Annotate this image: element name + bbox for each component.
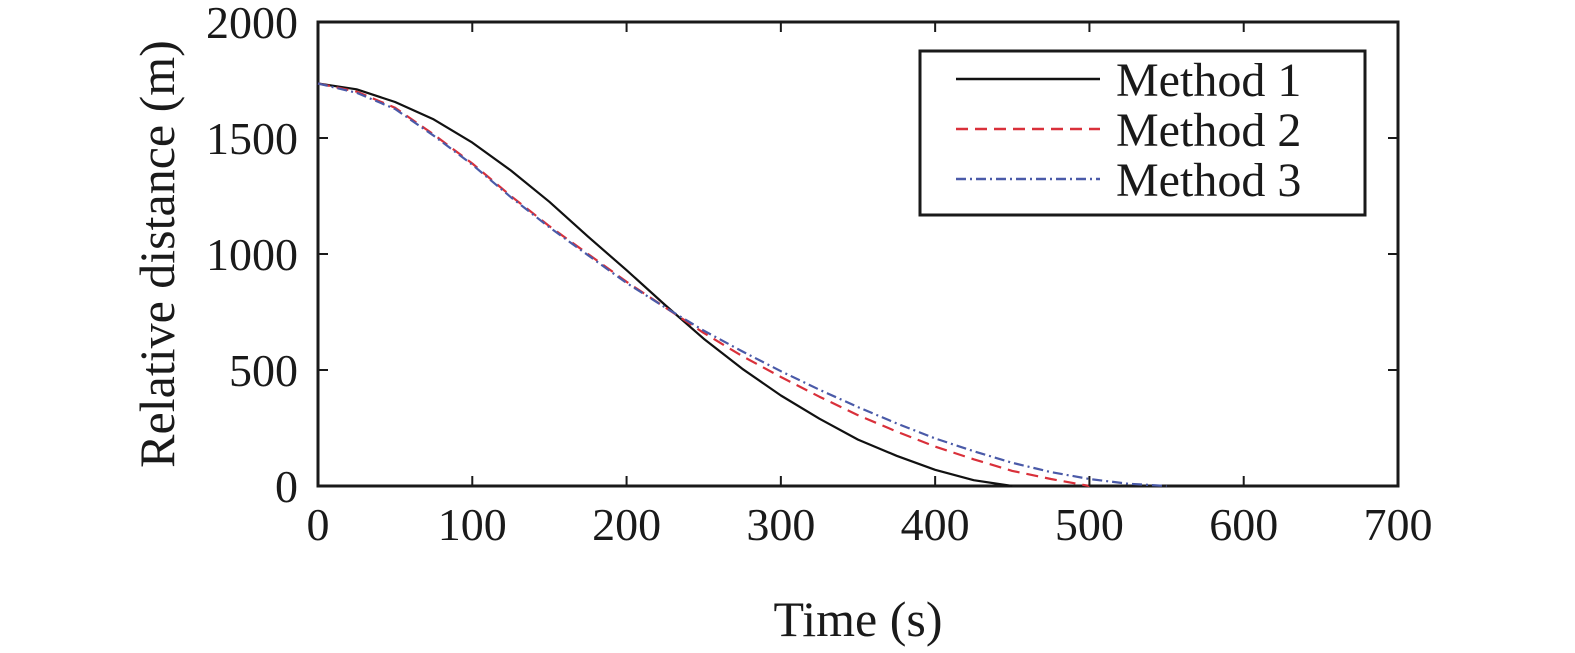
x-tick-label: 500	[1055, 499, 1124, 550]
x-tick-label: 600	[1209, 499, 1278, 550]
x-tick-label: 700	[1364, 499, 1433, 550]
legend-label-2: Method 2	[1116, 104, 1301, 157]
x-axis-label: Time (s)	[773, 591, 942, 647]
series-line-3	[317, 82, 1167, 488]
x-tick-label: 200	[592, 499, 661, 550]
legend-label-1: Method 1	[1116, 54, 1301, 107]
y-tick-label: 1500	[206, 113, 298, 164]
y-tick-label: 1000	[206, 229, 298, 280]
y-tick-label: 500	[229, 345, 298, 396]
x-tick-label: 0	[307, 499, 330, 550]
series-line-1	[317, 82, 1013, 488]
y-tick-label: 2000	[206, 0, 298, 48]
y-axis-label: Relative distance (m)	[129, 40, 185, 468]
x-tick-label: 400	[901, 499, 970, 550]
x-tick-label: 300	[746, 499, 815, 550]
y-tick-label: 0	[275, 461, 298, 512]
legend-label-3: Method 3	[1116, 154, 1301, 207]
axes-layer: 0 100 200 300 400 500 600 700 0 500 1000 1500 2000	[206, 0, 1433, 550]
series-layer	[317, 82, 1167, 488]
x-tick-label: 100	[438, 499, 507, 550]
